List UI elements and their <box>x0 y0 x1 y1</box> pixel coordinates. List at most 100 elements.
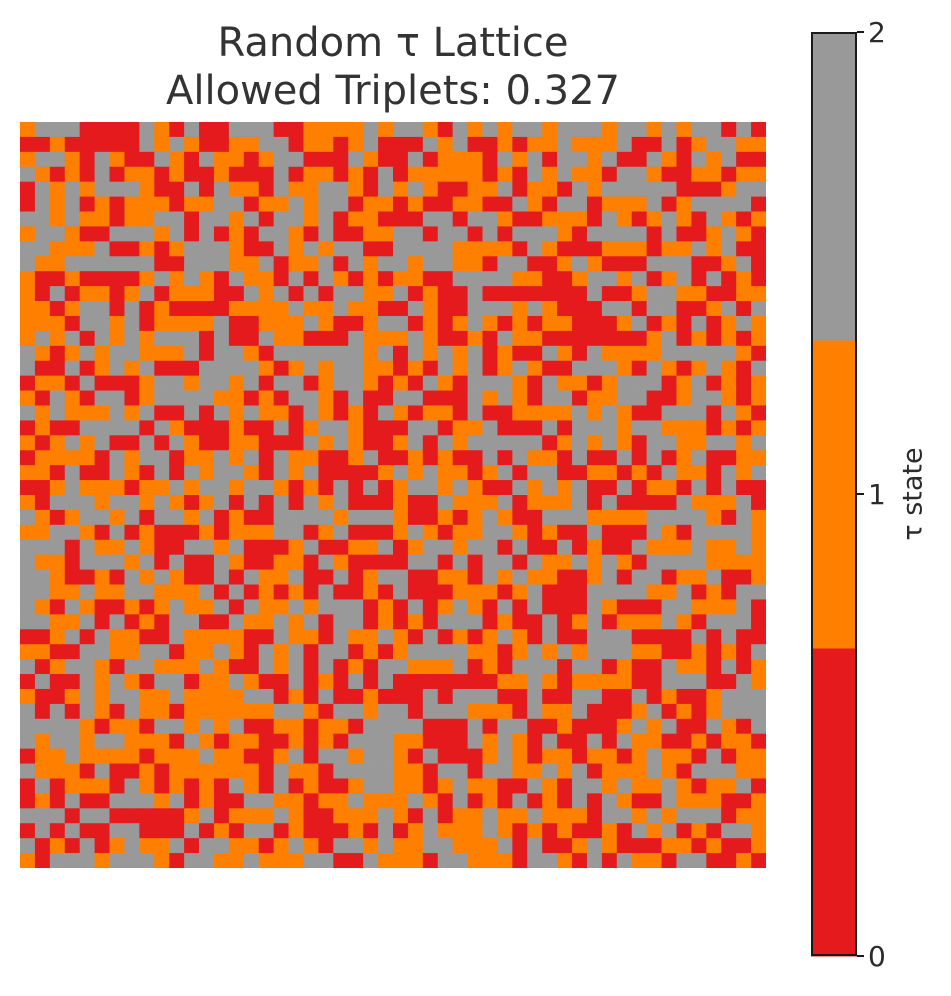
lattice-cell <box>154 211 170 227</box>
lattice-cell <box>124 211 140 227</box>
lattice-cell <box>751 495 766 511</box>
lattice-cell <box>258 629 275 645</box>
lattice-cell <box>512 256 528 272</box>
lattice-cell <box>736 420 752 436</box>
lattice-cell <box>378 315 394 332</box>
lattice-cell <box>199 480 215 496</box>
lattice-cell <box>243 405 260 421</box>
lattice-cell <box>243 271 260 287</box>
lattice-cell <box>691 659 707 675</box>
lattice-cell <box>393 554 409 570</box>
lattice-cell <box>721 688 737 705</box>
lattice-cell <box>706 315 722 332</box>
lattice-cell <box>736 166 752 183</box>
lattice-cell <box>213 718 230 735</box>
lattice-cell <box>303 136 319 153</box>
lattice-cell <box>199 375 215 391</box>
lattice-cell <box>109 420 125 436</box>
lattice-cell <box>751 390 766 406</box>
lattice-cell <box>243 390 260 406</box>
lattice-cell <box>64 480 81 496</box>
lattice-cell <box>751 256 766 272</box>
lattice-cell <box>184 286 200 302</box>
lattice-cell <box>49 718 66 735</box>
lattice-cell <box>348 286 364 302</box>
lattice-cell <box>34 629 51 645</box>
lattice-cell <box>586 226 603 242</box>
lattice-cell <box>318 166 334 183</box>
lattice-cell <box>467 838 483 854</box>
lattice-cell <box>527 450 543 466</box>
lattice-cell <box>124 465 140 481</box>
lattice-cell <box>512 569 528 585</box>
lattice-cell <box>691 435 707 451</box>
lattice-cell <box>109 405 125 421</box>
lattice-cell <box>20 629 36 645</box>
lattice-cell <box>213 241 230 257</box>
lattice-cell <box>437 315 454 332</box>
lattice-cell <box>676 405 692 421</box>
lattice-cell <box>169 256 185 272</box>
lattice-cell <box>601 644 618 660</box>
lattice-cell <box>586 151 603 168</box>
lattice-cell <box>363 286 379 302</box>
lattice-cell <box>661 509 677 526</box>
lattice-cell <box>467 629 483 645</box>
lattice-cell <box>542 838 558 854</box>
lattice-cell <box>676 823 692 839</box>
lattice-cell <box>348 450 364 466</box>
lattice-cell <box>258 450 275 466</box>
lattice-cell <box>34 793 51 809</box>
lattice-cell <box>228 226 245 242</box>
lattice-cell <box>512 524 528 541</box>
lattice-cell <box>20 584 36 600</box>
lattice-cell <box>736 181 752 197</box>
lattice-cell <box>721 569 737 585</box>
lattice-cell <box>691 614 707 630</box>
lattice-cell <box>273 375 289 391</box>
lattice-cell <box>706 151 722 168</box>
lattice-cell <box>139 151 155 168</box>
lattice-cell <box>288 808 304 824</box>
lattice-cell <box>184 524 200 541</box>
lattice-cell <box>497 271 513 287</box>
lattice-cell <box>646 241 662 257</box>
lattice-cell <box>363 524 379 541</box>
lattice-cell <box>154 823 170 839</box>
lattice-cell <box>20 659 36 675</box>
lattice-cell <box>527 584 543 600</box>
lattice-cell <box>482 345 498 362</box>
lattice-cell <box>318 599 334 615</box>
lattice-cell <box>452 554 468 570</box>
lattice-cell <box>124 763 140 779</box>
lattice-cell <box>616 509 633 526</box>
lattice-cell <box>586 524 603 541</box>
lattice-cell <box>228 465 245 481</box>
lattice-cell <box>243 315 260 332</box>
lattice-heatmap <box>20 122 766 868</box>
lattice-cell <box>422 211 439 227</box>
lattice-cell <box>482 315 498 332</box>
lattice-cell <box>721 629 737 645</box>
lattice-cell <box>512 241 528 257</box>
lattice-cell <box>467 763 483 779</box>
lattice-cell <box>646 644 662 660</box>
lattice-cell <box>557 599 573 615</box>
lattice-cell <box>557 793 573 809</box>
lattice-cell <box>184 390 200 406</box>
lattice-cell <box>154 748 170 764</box>
lattice-cell <box>646 584 662 600</box>
lattice-cell <box>437 136 454 153</box>
lattice-cell <box>363 495 379 511</box>
lattice-cell <box>452 584 468 600</box>
lattice-cell <box>213 629 230 645</box>
lattice-cell <box>527 465 543 481</box>
lattice-cell <box>557 301 573 317</box>
lattice-cell <box>64 211 81 227</box>
lattice-cell <box>467 420 483 436</box>
lattice-cell <box>586 196 603 212</box>
lattice-cell <box>20 360 36 377</box>
lattice-cell <box>452 674 468 690</box>
lattice-cell <box>199 659 215 675</box>
lattice-cell <box>64 524 81 541</box>
